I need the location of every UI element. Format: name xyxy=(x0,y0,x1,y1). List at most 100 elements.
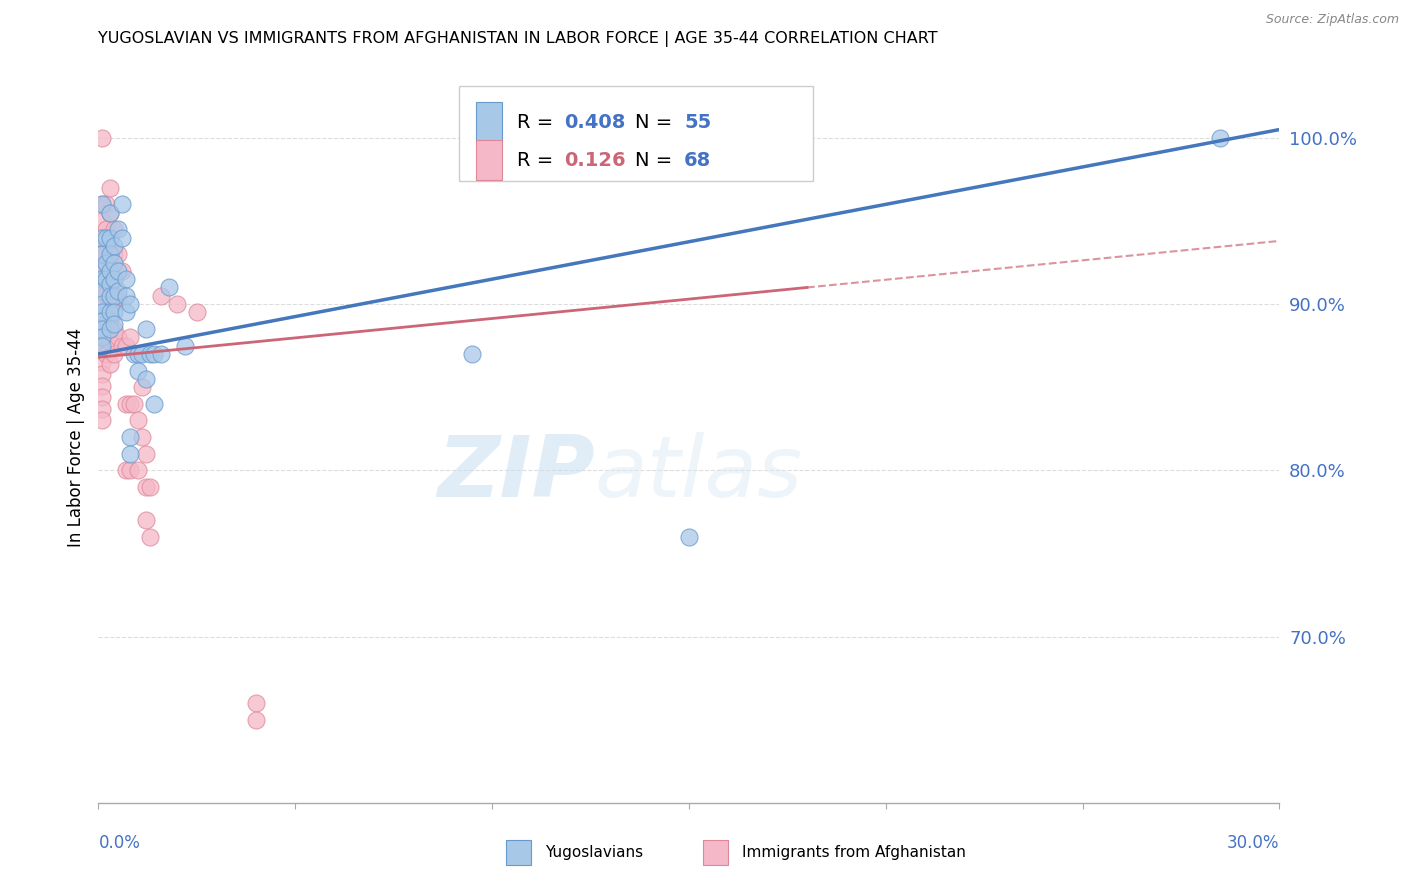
Point xyxy=(118,297,141,311)
Point xyxy=(1209,131,1232,145)
Point xyxy=(98,230,121,244)
Point xyxy=(107,264,129,278)
Text: R =: R = xyxy=(516,151,565,169)
Point xyxy=(96,230,118,244)
Point xyxy=(96,247,118,261)
Point xyxy=(103,297,125,311)
Point xyxy=(107,330,129,344)
Text: 0.408: 0.408 xyxy=(564,112,626,132)
Point xyxy=(103,289,125,303)
Point xyxy=(127,413,149,427)
Point xyxy=(111,339,134,353)
FancyBboxPatch shape xyxy=(458,86,813,181)
Point xyxy=(91,367,114,381)
Point xyxy=(186,305,208,319)
Point xyxy=(91,297,114,311)
Point xyxy=(91,320,114,334)
Point xyxy=(111,197,134,211)
Text: YUGOSLAVIAN VS IMMIGRANTS FROM AFGHANISTAN IN LABOR FORCE | AGE 35-44 CORRELATIO: YUGOSLAVIAN VS IMMIGRANTS FROM AFGHANIST… xyxy=(98,31,938,47)
Point xyxy=(98,205,121,219)
Point xyxy=(138,347,160,361)
Point xyxy=(138,480,160,494)
Point xyxy=(98,357,121,371)
Point xyxy=(96,287,118,301)
Point xyxy=(150,347,173,361)
Point xyxy=(91,330,114,344)
Point xyxy=(103,305,125,319)
Point xyxy=(142,347,165,361)
Point xyxy=(157,280,180,294)
Point xyxy=(131,430,153,444)
Text: N =: N = xyxy=(634,151,678,169)
Point xyxy=(98,272,121,286)
Point xyxy=(127,347,149,361)
Point xyxy=(96,267,118,281)
Point xyxy=(107,247,129,261)
Point xyxy=(103,272,125,286)
Point xyxy=(91,264,114,278)
Point xyxy=(115,463,138,477)
Point xyxy=(98,293,121,308)
Point xyxy=(103,222,125,236)
Point xyxy=(98,335,121,350)
Y-axis label: In Labor Force | Age 35-44: In Labor Force | Age 35-44 xyxy=(66,327,84,547)
Point xyxy=(91,197,114,211)
Text: atlas: atlas xyxy=(595,432,803,516)
Point xyxy=(131,347,153,361)
Point xyxy=(174,339,197,353)
Point xyxy=(91,413,114,427)
Text: R =: R = xyxy=(516,112,560,132)
Point xyxy=(91,355,114,369)
Point xyxy=(91,230,114,244)
Point xyxy=(115,272,138,286)
Point xyxy=(96,272,118,286)
Point xyxy=(98,205,121,219)
Point xyxy=(118,447,141,461)
Point xyxy=(91,339,114,353)
Text: 0.0%: 0.0% xyxy=(98,834,141,852)
Point xyxy=(245,696,267,710)
Point xyxy=(96,222,118,236)
Text: Yugoslavians: Yugoslavians xyxy=(546,846,644,860)
Point xyxy=(91,343,114,358)
Point xyxy=(122,347,145,361)
Point xyxy=(91,390,114,404)
Point xyxy=(98,314,121,328)
Point xyxy=(111,230,134,244)
Point xyxy=(91,314,114,328)
Text: 68: 68 xyxy=(685,151,711,169)
Point xyxy=(98,264,121,278)
Point xyxy=(91,378,114,392)
Point xyxy=(91,272,114,286)
Point xyxy=(91,260,114,275)
Point xyxy=(135,447,157,461)
Point xyxy=(115,305,138,319)
Text: 30.0%: 30.0% xyxy=(1227,834,1279,852)
Point xyxy=(115,339,138,353)
Text: Source: ZipAtlas.com: Source: ZipAtlas.com xyxy=(1265,13,1399,27)
Point xyxy=(135,322,157,336)
Point xyxy=(166,297,188,311)
Point xyxy=(91,332,114,346)
Point xyxy=(98,251,121,265)
Point xyxy=(96,326,118,341)
Point xyxy=(127,463,149,477)
Point xyxy=(115,289,138,303)
Point xyxy=(135,480,157,494)
Point xyxy=(98,289,121,303)
Text: N =: N = xyxy=(634,112,678,132)
Point xyxy=(107,289,129,303)
Point xyxy=(98,277,121,292)
Point xyxy=(91,230,114,244)
Point xyxy=(107,222,129,236)
Point xyxy=(138,530,160,544)
Point xyxy=(111,264,134,278)
Point xyxy=(135,513,157,527)
Point xyxy=(91,401,114,416)
Point xyxy=(96,197,118,211)
Point xyxy=(98,230,121,244)
Point xyxy=(103,272,125,286)
Point xyxy=(461,347,484,361)
Point xyxy=(150,289,173,303)
Point xyxy=(118,397,141,411)
